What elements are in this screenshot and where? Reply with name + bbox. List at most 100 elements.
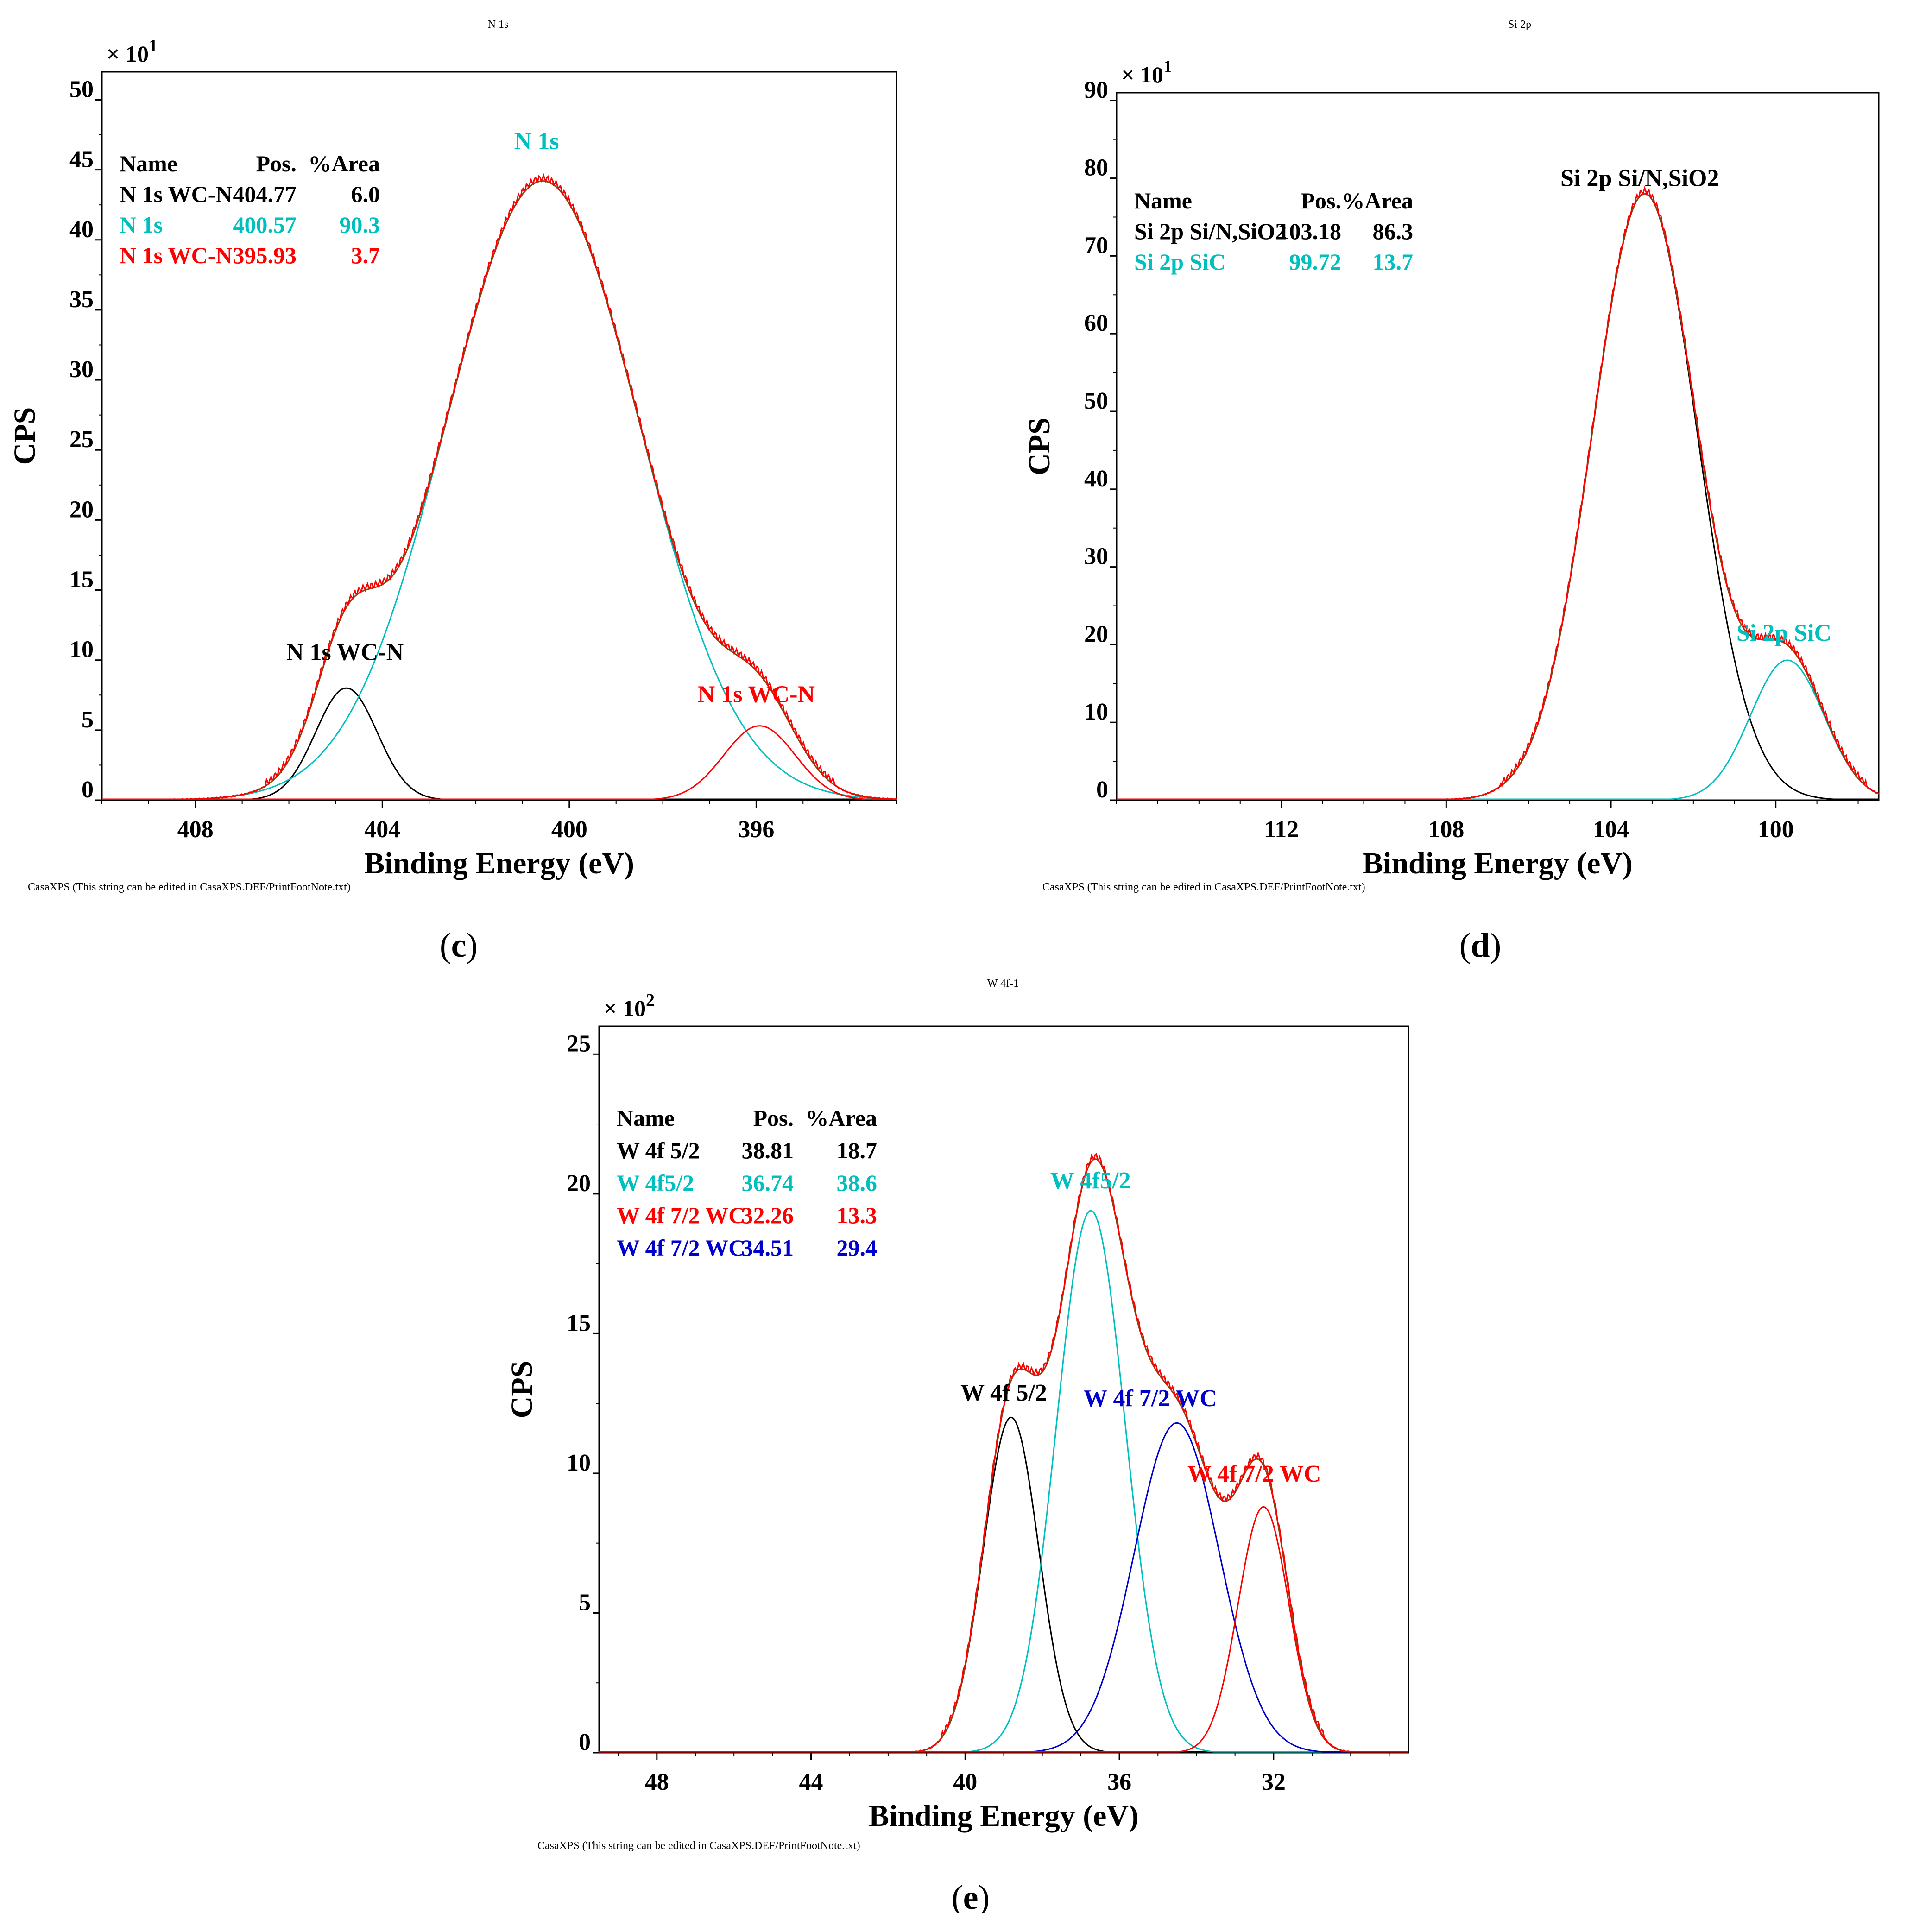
chart-title: W 4f-1 [987, 978, 1019, 990]
table-row-area: 13.7 [1373, 249, 1414, 275]
component-curve-1 [1117, 193, 1879, 800]
table-row-pos: 99.72 [1289, 249, 1342, 275]
peak-label-4: W 4f 7/2 WC [1187, 1461, 1321, 1487]
x-tick-label: 44 [799, 1769, 823, 1795]
table-row-name: W 4f5/2 [617, 1170, 694, 1196]
x-tick-label: 396 [738, 816, 774, 843]
x-tick-label: 100 [1758, 816, 1794, 843]
footnote: CasaXPS (This string can be edited in Ca… [28, 881, 351, 893]
data-curve [102, 173, 897, 800]
x-tick-label: 408 [177, 816, 214, 843]
y-tick-label: 10 [1084, 699, 1108, 725]
table-row-area: 29.4 [837, 1235, 878, 1261]
table-row-name: N 1s [120, 212, 163, 238]
component-curve-4 [599, 1506, 1408, 1753]
y-tick-label: 20 [69, 496, 94, 523]
chart-panel-d: Si 2p 0 10 20 30 40 50 60 70 80 90 112 108 104 100 Bind… [1023, 19, 1880, 965]
footnote: CasaXPS (This string can be edited in Ca… [1042, 881, 1365, 893]
table-row-area: 86.3 [1373, 218, 1414, 244]
table-row-name: W 4f 7/2 WC [617, 1202, 745, 1228]
chart-panel-e: W 4f-1 0 5 10 15 20 25 48 44 40 36 32 Binding Energy… [505, 978, 1409, 1913]
y-tick-label: 60 [1084, 310, 1108, 336]
table-header-pos: Pos. [753, 1105, 794, 1131]
peak-label-2: Si 2p SiC [1736, 620, 1831, 646]
table-row-pos: 34.51 [742, 1235, 794, 1261]
table-header-area: %Area [805, 1105, 877, 1131]
y-tick-label: 10 [567, 1450, 591, 1476]
y-tick-label: 45 [69, 146, 94, 173]
footnote: CasaXPS (This string can be edited in Ca… [537, 1840, 860, 1852]
panel-label: (e) [952, 1879, 990, 1913]
y-tick-label: 50 [69, 76, 94, 102]
y-tick-label: 0 [1096, 777, 1108, 803]
x-tick-label: 36 [1107, 1769, 1131, 1795]
y-tick-label: 80 [1084, 155, 1108, 181]
y-tick-label: 35 [69, 286, 94, 313]
x-tick-label: 112 [1264, 816, 1299, 843]
peak-label-1: Si 2p Si/N,SiO2 [1560, 165, 1719, 191]
table-row-name: W 4f 5/2 [617, 1137, 700, 1163]
y-tick-label: 20 [1084, 621, 1108, 647]
y-tick-label: 15 [567, 1310, 591, 1336]
x-axis-label: Binding Energy (eV) [364, 846, 634, 880]
table-row-pos: 400.57 [233, 212, 297, 238]
table-row-pos: 38.81 [742, 1137, 794, 1163]
component-curve-2 [1117, 659, 1879, 800]
peak-label-3: N 1s WC-N [698, 681, 815, 707]
table-row-name: N 1s WC-N [120, 242, 233, 268]
x-tick-label: 108 [1428, 816, 1464, 843]
x-tick-label: 40 [953, 1769, 977, 1795]
component-curve-3 [102, 725, 897, 800]
table-row-area: 38.6 [837, 1170, 878, 1196]
y-tick-label: 30 [1084, 543, 1108, 570]
y-tick-label: 40 [1084, 466, 1108, 492]
table-header-area: %Area [1341, 188, 1413, 214]
table-row-name: Si 2p Si/N,SiO2 [1134, 218, 1287, 244]
table-row-pos: 36.74 [742, 1170, 794, 1196]
y-tick-label: 0 [82, 777, 94, 803]
table-header-name: Name [1134, 188, 1192, 214]
scale-multiplier: × 102 [604, 991, 655, 1021]
panel-label: (c) [440, 927, 478, 965]
peak-label-1: W 4f 5/2 [960, 1380, 1047, 1406]
y-tick-label: 25 [69, 426, 94, 453]
table-row-pos: 395.93 [233, 242, 297, 268]
peak-label-1: N 1s WC-N [286, 639, 404, 666]
x-tick-label: 400 [551, 816, 587, 843]
y-tick-label: 5 [579, 1589, 591, 1616]
table-header-area: %Area [308, 151, 380, 177]
table-row-name: Si 2p SiC [1134, 249, 1225, 275]
table-row-area: 6.0 [351, 181, 380, 207]
y-axis-label: CPS [8, 407, 42, 465]
x-tick-label: 104 [1593, 816, 1629, 843]
table-row-pos: 32.26 [742, 1202, 794, 1228]
chart-title: N 1s [488, 19, 509, 31]
envelope-curve [1117, 193, 1879, 800]
y-axis-label: CPS [1023, 417, 1056, 475]
table-row-pos: 103.18 [1278, 218, 1342, 244]
chart-title: Si 2p [1508, 19, 1531, 31]
panel-label: (d) [1459, 927, 1501, 965]
table-header-name: Name [120, 151, 177, 177]
table-header-pos: Pos. [256, 151, 297, 177]
table-row-name: N 1s WC-N [120, 181, 233, 207]
x-tick-label: 48 [645, 1769, 669, 1795]
table-row-pos: 404.77 [233, 181, 297, 207]
data-curve [1117, 186, 1879, 800]
y-tick-label: 70 [1084, 232, 1108, 259]
plot-frame [1116, 92, 1880, 801]
table-header-name: Name [617, 1105, 675, 1131]
y-tick-label: 10 [69, 637, 94, 663]
peak-label-3: W 4f 7/2 WC [1083, 1385, 1217, 1412]
y-tick-label: 20 [567, 1170, 591, 1197]
y-tick-label: 40 [69, 216, 94, 243]
table-row-name: W 4f 7/2 WC [617, 1235, 745, 1261]
x-tick-label: 404 [364, 816, 400, 843]
y-tick-label: 0 [579, 1729, 591, 1755]
chart-panel-c: N 1s 0 5 10 15 20 25 30 35 40 45 50 408 404 400 396 Bind… [8, 19, 897, 965]
scale-multiplier: × 101 [107, 36, 158, 67]
table-row-area: 18.7 [837, 1137, 878, 1163]
peak-label-2: N 1s [514, 128, 559, 154]
table-row-area: 13.3 [837, 1202, 878, 1228]
